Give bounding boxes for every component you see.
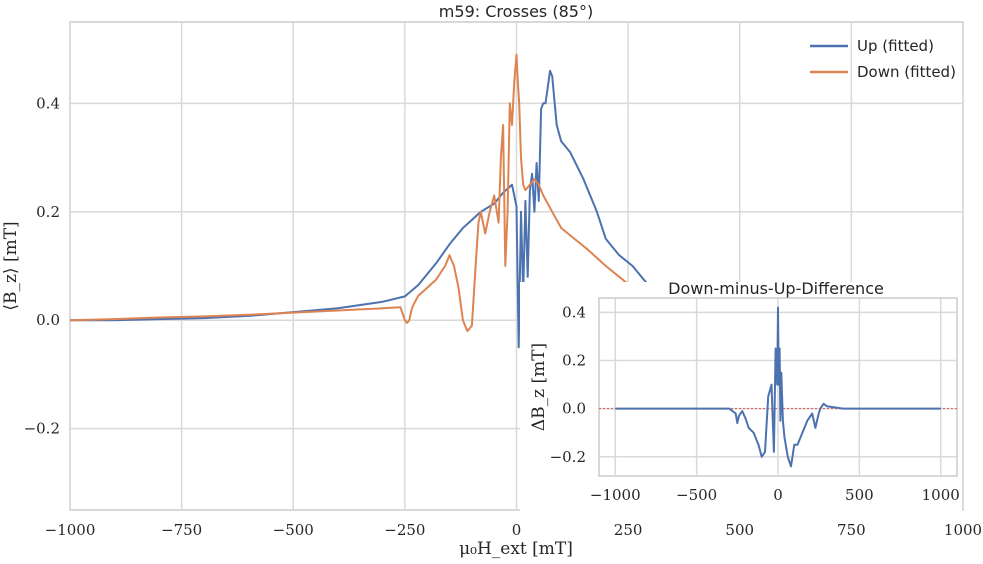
inset-title: Down-minus-Up-Difference (668, 279, 884, 298)
inset-series-line (615, 306, 941, 468)
main-xtick-label: 750 (837, 521, 866, 539)
inset-xtick-label: −500 (676, 486, 717, 504)
inset-xtick-label: −1000 (590, 486, 641, 504)
inset-ylabel: ΔB_z [mT] (529, 343, 549, 431)
main-series (69, 53, 652, 349)
main-title: m59: Crosses (85°) (439, 2, 593, 21)
main-ticks: −1000 −750 −500 −250 0 250 500 750 1000 −0.2 0.0 0.… (24, 94, 983, 539)
main-ytick-label: 0.4 (36, 94, 60, 112)
main-ytick-label: 0.0 (36, 311, 60, 329)
main-ytick-label: −0.2 (24, 420, 60, 438)
main-xtick-label: −250 (384, 521, 425, 539)
legend-label-up: Up (fitted) (857, 37, 934, 55)
inset-ytick-label: 0.2 (562, 352, 586, 370)
main-xtick-label: 1000 (944, 521, 982, 539)
inset-ytick-label: 0.0 (562, 400, 586, 418)
inset-chart: −1000 −500 0 500 1000 −0.2 0.0 0.2 0.4 Down-minu… (520, 279, 962, 512)
legend-label-down: Down (fitted) (857, 63, 956, 81)
inset-series (615, 306, 941, 468)
inset-xtick-label: 1000 (922, 486, 960, 504)
main-xtick-label: 250 (614, 521, 643, 539)
main-xtick-label: 500 (725, 521, 754, 539)
inset-ytick-label: −0.2 (550, 448, 586, 466)
main-xtick-label: −750 (161, 521, 202, 539)
main-xtick-label: 0 (512, 521, 522, 539)
inset-ticks: −1000 −500 0 500 1000 −0.2 0.0 0.2 0.4 (550, 303, 960, 504)
main-xtick-label: −500 (273, 521, 314, 539)
main-ylabel: ⟨B_z⟩ [mT] (1, 221, 21, 310)
inset-ytick-label: 0.4 (562, 303, 586, 321)
main-series-line-up (70, 69, 652, 349)
legend: Up (fitted) Down (fitted) (810, 37, 956, 81)
inset-xtick-label: 500 (845, 486, 874, 504)
inset-xtick-label: 0 (773, 486, 783, 504)
main-xlabel: μ₀H_ext [mT] (459, 539, 573, 559)
main-series-line-down (69, 53, 652, 333)
main-xtick-label: −1000 (45, 521, 96, 539)
main-ytick-label: 0.2 (36, 203, 60, 221)
